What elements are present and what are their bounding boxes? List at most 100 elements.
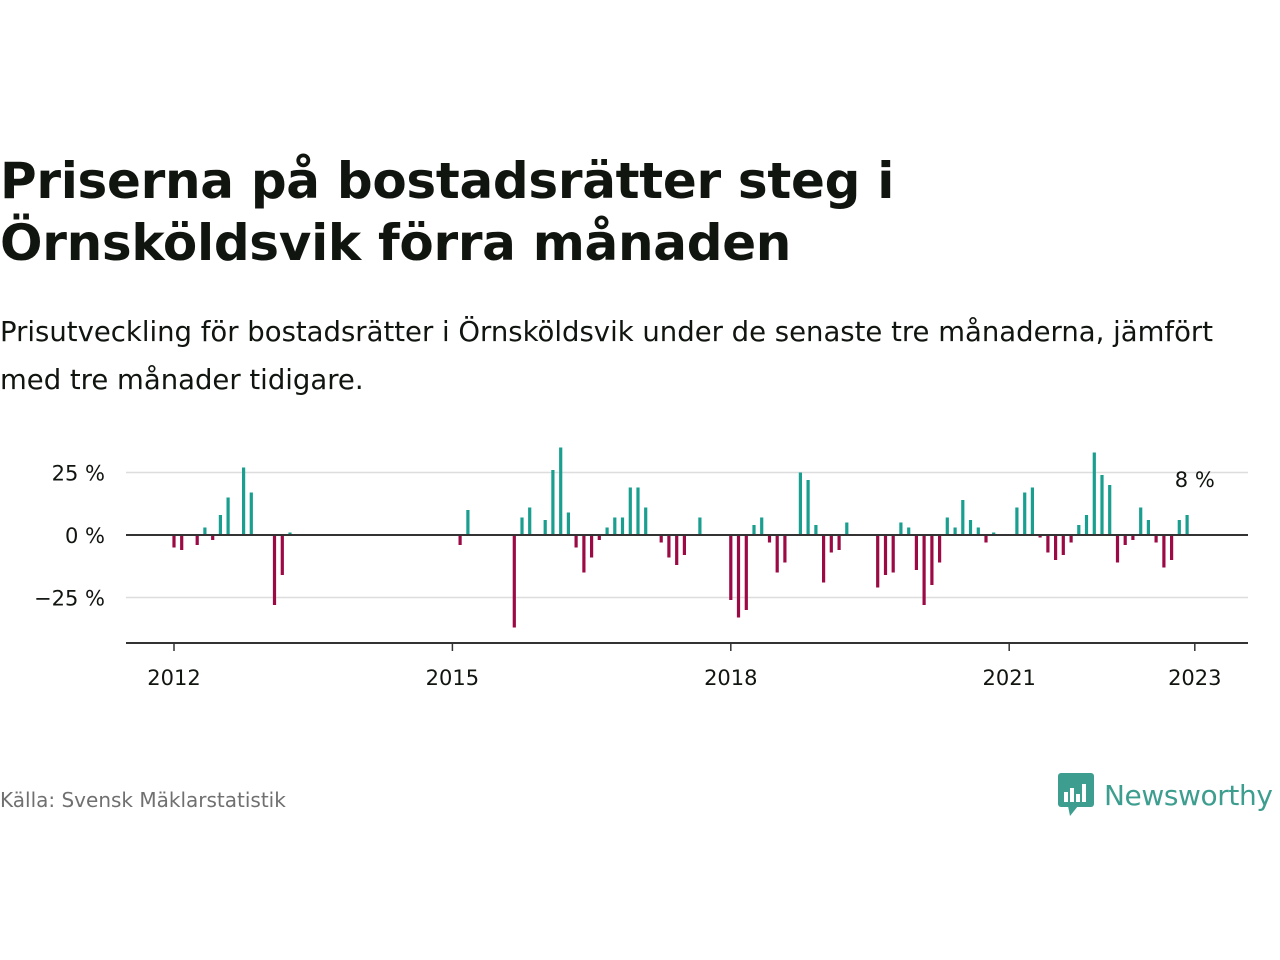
bar bbox=[961, 500, 965, 535]
bar bbox=[466, 510, 470, 535]
bar bbox=[907, 527, 911, 535]
brand-name: Newsworthy bbox=[1104, 778, 1273, 812]
bar bbox=[242, 467, 246, 535]
bar bbox=[1077, 525, 1081, 535]
bar bbox=[945, 517, 949, 535]
bar bbox=[798, 472, 802, 535]
bar bbox=[992, 532, 996, 535]
bar bbox=[837, 535, 841, 550]
bar bbox=[1100, 475, 1104, 535]
bar bbox=[1038, 535, 1042, 538]
bar bbox=[1015, 507, 1019, 535]
bar-chart: 25 % 0 % −25 % 2012 2015 2018 2021 2023 8 % bbox=[34, 447, 1248, 691]
bar bbox=[760, 517, 764, 535]
bar bbox=[736, 535, 741, 618]
bar bbox=[783, 535, 787, 563]
bar bbox=[528, 507, 532, 535]
bar bbox=[590, 535, 594, 558]
bar bbox=[744, 535, 748, 610]
bar bbox=[775, 535, 779, 573]
bar bbox=[288, 532, 292, 535]
bar bbox=[280, 535, 284, 575]
y-tick-label: 25 % bbox=[52, 462, 105, 486]
bar bbox=[1023, 492, 1027, 535]
axes bbox=[126, 534, 1248, 651]
bar bbox=[195, 535, 199, 545]
grid-lines bbox=[126, 471, 1248, 599]
y-tick-label: 0 % bbox=[65, 524, 105, 548]
source-note: Källa: Svensk Mäklarstatistik bbox=[0, 788, 286, 812]
bar bbox=[767, 535, 772, 543]
bar bbox=[458, 535, 462, 545]
bar bbox=[675, 535, 679, 565]
bar bbox=[938, 535, 942, 563]
bar bbox=[203, 527, 207, 535]
newsworthy-logo-icon bbox=[1058, 773, 1094, 816]
bar bbox=[636, 487, 640, 535]
bar bbox=[1046, 535, 1050, 553]
bar bbox=[1154, 535, 1158, 543]
bar bbox=[667, 535, 671, 558]
bar bbox=[698, 517, 702, 535]
x-tick-label: 2015 bbox=[426, 666, 479, 690]
bar bbox=[180, 535, 184, 550]
bar bbox=[597, 535, 601, 540]
bar bbox=[218, 515, 222, 535]
bar bbox=[1146, 520, 1150, 535]
bar bbox=[520, 517, 524, 535]
bar bbox=[899, 522, 903, 535]
newsworthy-logo[interactable]: Newsworthy bbox=[1058, 772, 1273, 818]
bar bbox=[1084, 515, 1089, 535]
bar bbox=[814, 525, 818, 535]
bar bbox=[628, 487, 632, 535]
bar bbox=[829, 535, 833, 553]
bar bbox=[806, 480, 810, 535]
bar bbox=[574, 535, 578, 548]
bar bbox=[1177, 520, 1181, 535]
bar bbox=[659, 535, 663, 543]
bar bbox=[1123, 535, 1127, 545]
chart-title: Priserna på bostadsrätter steg i Örnsköl… bbox=[0, 152, 895, 272]
x-tick-label: 2018 bbox=[704, 666, 757, 690]
x-tick-label: 2021 bbox=[982, 666, 1035, 690]
bar bbox=[976, 527, 980, 535]
bar bbox=[968, 520, 973, 535]
bar bbox=[845, 522, 849, 535]
bar bbox=[682, 535, 686, 555]
chart-subtitle: Prisutveckling för bostadsrätter i Örnsk… bbox=[0, 316, 1213, 396]
x-tick-label: 2023 bbox=[1168, 666, 1221, 690]
bar bbox=[566, 512, 570, 535]
last-value-annotation: 8 % bbox=[1175, 468, 1215, 492]
bar bbox=[1092, 452, 1096, 535]
bar bbox=[1115, 535, 1120, 563]
bar bbox=[620, 517, 625, 535]
bar bbox=[984, 535, 988, 543]
bar bbox=[644, 507, 648, 535]
bar bbox=[1162, 535, 1166, 568]
bar bbox=[249, 492, 253, 535]
tick-labels: 25 % 0 % −25 % 2012 2015 2018 2021 2023 8 % bbox=[34, 462, 1221, 691]
x-tick-label: 2012 bbox=[147, 666, 200, 690]
bar bbox=[922, 535, 926, 605]
bar bbox=[876, 535, 880, 588]
y-tick-label: −25 % bbox=[34, 587, 105, 611]
bar bbox=[1030, 487, 1034, 535]
bar bbox=[953, 527, 957, 535]
bar bbox=[582, 535, 586, 573]
bar bbox=[822, 535, 826, 583]
bar bbox=[1185, 515, 1189, 535]
bar bbox=[543, 520, 547, 535]
bar bbox=[1061, 535, 1065, 555]
bar bbox=[559, 447, 563, 535]
bar bbox=[172, 535, 176, 548]
bar bbox=[551, 470, 555, 535]
bar bbox=[1139, 507, 1143, 535]
bar bbox=[752, 525, 756, 535]
bar bbox=[883, 535, 888, 575]
bar bbox=[226, 497, 230, 535]
bar bbox=[1131, 535, 1135, 540]
bar bbox=[613, 517, 617, 535]
bar bbox=[1054, 535, 1058, 560]
bar bbox=[1069, 535, 1073, 543]
bar bbox=[605, 527, 609, 535]
